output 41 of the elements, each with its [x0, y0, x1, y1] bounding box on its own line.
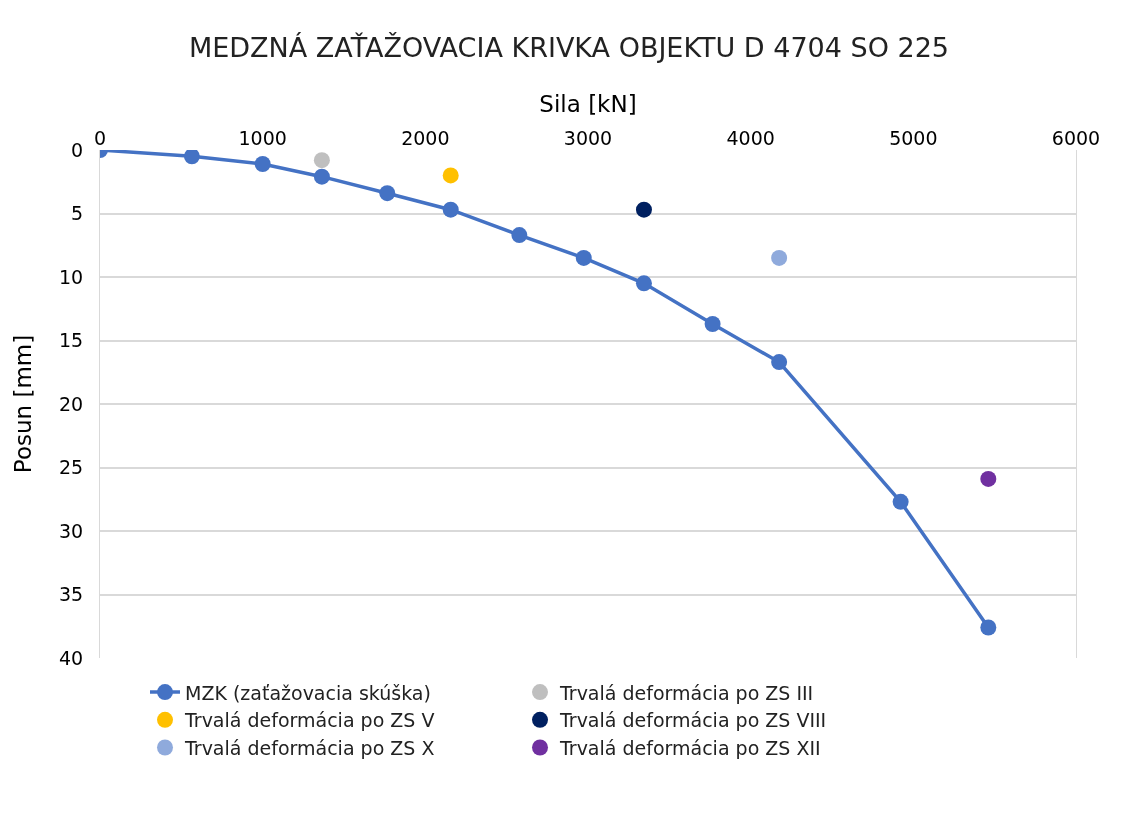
x-tick-label: 3000 — [563, 127, 613, 150]
point — [254, 155, 271, 172]
chart-title: MEDZNÁ ZAŤAŽOVACIA KRIVKA OBJEKTU D 4704 SO 225 — [188, 31, 950, 63]
x-tick-label: 2000 — [401, 127, 450, 150]
point — [313, 152, 330, 169]
x-tick-label: 5000 — [889, 127, 938, 150]
x-tick-label: 4000 — [726, 127, 775, 150]
legend-label: Trvalá deformácia po ZS XII — [559, 736, 821, 759]
legend-label: Trvalá deformácia po ZS VIII — [559, 709, 827, 732]
point — [704, 315, 721, 332]
x-tick-label: 6000 — [1051, 127, 1101, 150]
point — [980, 619, 997, 636]
legend-label: Trvalá deformácia po ZS III — [559, 681, 814, 704]
point — [892, 493, 909, 510]
point — [183, 150, 200, 165]
point — [442, 201, 459, 218]
point — [511, 227, 528, 244]
point — [379, 185, 396, 202]
x-tick-label: 0 — [93, 127, 107, 150]
point — [442, 167, 459, 184]
y-tick-label: 40 — [59, 646, 84, 669]
y-tick-label: 15 — [59, 329, 84, 352]
legend-label: MZK (zaťažovacia skúška) — [185, 681, 431, 704]
point — [771, 249, 788, 266]
legend-label: Trvalá deformácia po ZS V — [184, 709, 435, 732]
legend-label: Trvalá deformácia po ZS X — [184, 736, 435, 759]
y-tick-label: 20 — [59, 392, 84, 415]
point — [313, 168, 330, 185]
point — [980, 470, 997, 487]
x-axis-title: Sila [kN] — [539, 90, 637, 117]
y-tick-label: 35 — [59, 583, 84, 606]
y-tick-label: 30 — [59, 519, 84, 542]
y-tick-label: 10 — [59, 265, 84, 288]
point — [575, 249, 592, 266]
x-tick-label: 1000 — [238, 127, 287, 150]
y-tick-label: 25 — [59, 456, 84, 479]
y-tick-label: 5 — [71, 202, 84, 225]
y-axis-title: Posun [mm] — [10, 334, 37, 474]
point — [635, 201, 652, 218]
point — [635, 275, 652, 292]
point — [771, 354, 788, 371]
